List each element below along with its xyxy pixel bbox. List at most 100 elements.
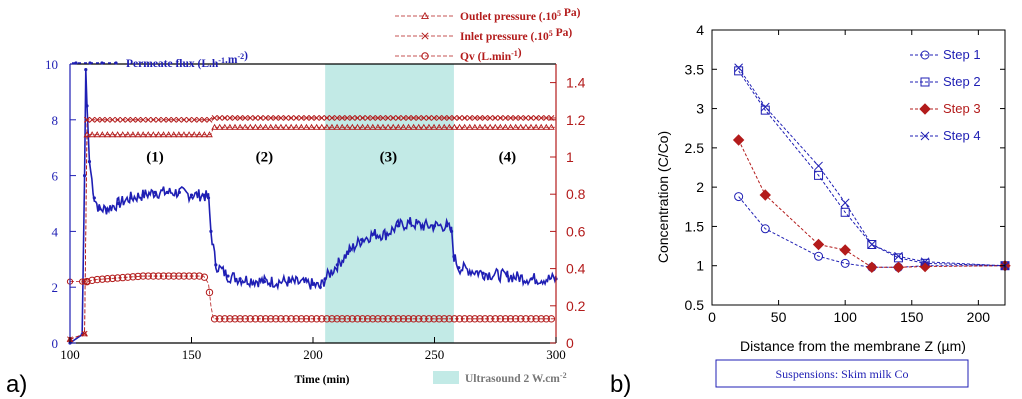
series-marker <box>313 114 320 121</box>
series-marker <box>527 315 535 323</box>
series-marker <box>492 114 499 121</box>
series-marker <box>99 116 106 123</box>
series-marker <box>124 273 132 281</box>
series-marker <box>471 123 479 130</box>
x-tick-label: 150 <box>900 309 924 325</box>
flux-point <box>323 277 327 281</box>
series-marker <box>537 123 545 130</box>
series-marker <box>543 114 550 121</box>
series-marker <box>109 116 116 123</box>
series-marker <box>283 114 289 121</box>
series-marker <box>135 116 141 123</box>
series-marker <box>129 131 137 138</box>
series-marker <box>409 315 418 323</box>
series-marker <box>139 131 147 138</box>
series-marker <box>246 315 255 323</box>
series-marker <box>108 274 117 283</box>
series-marker <box>410 123 417 130</box>
series-marker <box>159 272 168 280</box>
series-marker <box>287 123 295 130</box>
flux-point <box>432 224 437 228</box>
series-marker <box>297 123 305 130</box>
series-marker <box>476 315 484 323</box>
series-marker <box>134 131 142 138</box>
series-marker <box>150 116 157 123</box>
series-marker <box>405 123 412 130</box>
series-marker <box>140 116 147 123</box>
data-point <box>894 251 903 261</box>
data-point <box>840 207 850 217</box>
legend-outlet: Outlet pressure (.105 Pa) <box>395 7 581 23</box>
data-point <box>920 257 930 267</box>
legend-label: Step 2 <box>943 74 981 89</box>
series-marker <box>522 123 530 130</box>
series-marker <box>175 116 182 123</box>
series-marker <box>329 114 335 121</box>
series-marker <box>456 114 463 121</box>
series-marker <box>497 114 504 121</box>
series-marker <box>103 275 112 283</box>
flux-point <box>287 280 291 284</box>
series-marker <box>354 114 361 121</box>
series-marker <box>236 123 244 130</box>
series-marker <box>522 114 529 121</box>
series-marker <box>481 315 489 323</box>
flux-point <box>85 104 89 108</box>
series-marker <box>272 114 279 121</box>
series-marker <box>149 131 157 138</box>
x-tick-label: 250 <box>425 347 445 362</box>
series-marker <box>303 123 310 130</box>
series-marker <box>81 330 88 337</box>
legend-qv: Qv (L.min-1) <box>395 47 522 63</box>
series-marker <box>292 315 300 323</box>
flux-point <box>318 285 322 289</box>
series-marker <box>81 278 88 285</box>
series-marker <box>537 315 545 323</box>
series-marker <box>384 315 392 323</box>
data-point <box>760 224 770 234</box>
series-marker <box>303 114 310 121</box>
data-point <box>814 161 823 171</box>
y-tick-label: 1.5 <box>685 218 705 234</box>
series-marker <box>139 272 147 280</box>
series-marker <box>532 123 540 130</box>
legend-marker <box>421 32 429 40</box>
series-marker <box>195 272 203 280</box>
legend-step-2: Step 2 <box>910 74 981 89</box>
series-marker <box>323 123 331 130</box>
series-marker <box>430 123 438 130</box>
y-left-tick-label: 10 <box>45 57 58 72</box>
series-permeate <box>68 67 558 345</box>
y-tick-label: 2 <box>696 179 704 195</box>
series-marker <box>201 131 208 138</box>
series-marker <box>149 272 158 280</box>
flux-point <box>117 201 121 206</box>
series-marker <box>114 131 121 138</box>
flux-point <box>481 271 485 275</box>
data-point <box>734 66 744 76</box>
series-step-3 <box>732 134 1011 273</box>
series-marker <box>113 274 122 282</box>
series-marker <box>491 315 499 323</box>
flux-point <box>87 160 92 164</box>
y-left-tick-label: 6 <box>52 169 59 184</box>
series-marker <box>231 315 239 323</box>
series-marker <box>451 123 458 130</box>
legend-flux: Permeate flux (L.h-1.m-2) <box>72 50 248 70</box>
series-marker <box>257 114 264 121</box>
series-marker <box>482 114 488 121</box>
flux-point <box>92 196 96 200</box>
caption-box <box>715 359 969 388</box>
series-marker <box>98 131 106 138</box>
series-marker <box>287 315 295 323</box>
series-marker <box>359 114 366 121</box>
flux-point <box>226 274 230 278</box>
concentration-chart: b) 0 50 100 150 200 0.5 1 1.5 2 2.5 3 3.5 4 Step 1 St… <box>610 22 1011 398</box>
y-tick-label: 2.5 <box>685 140 705 156</box>
caption-text: Suspensions: Skim milk Co <box>775 367 908 381</box>
series-marker <box>170 272 178 280</box>
series-marker <box>389 315 397 323</box>
series-marker <box>461 123 468 130</box>
series-marker <box>124 116 131 123</box>
series-marker <box>363 315 372 323</box>
